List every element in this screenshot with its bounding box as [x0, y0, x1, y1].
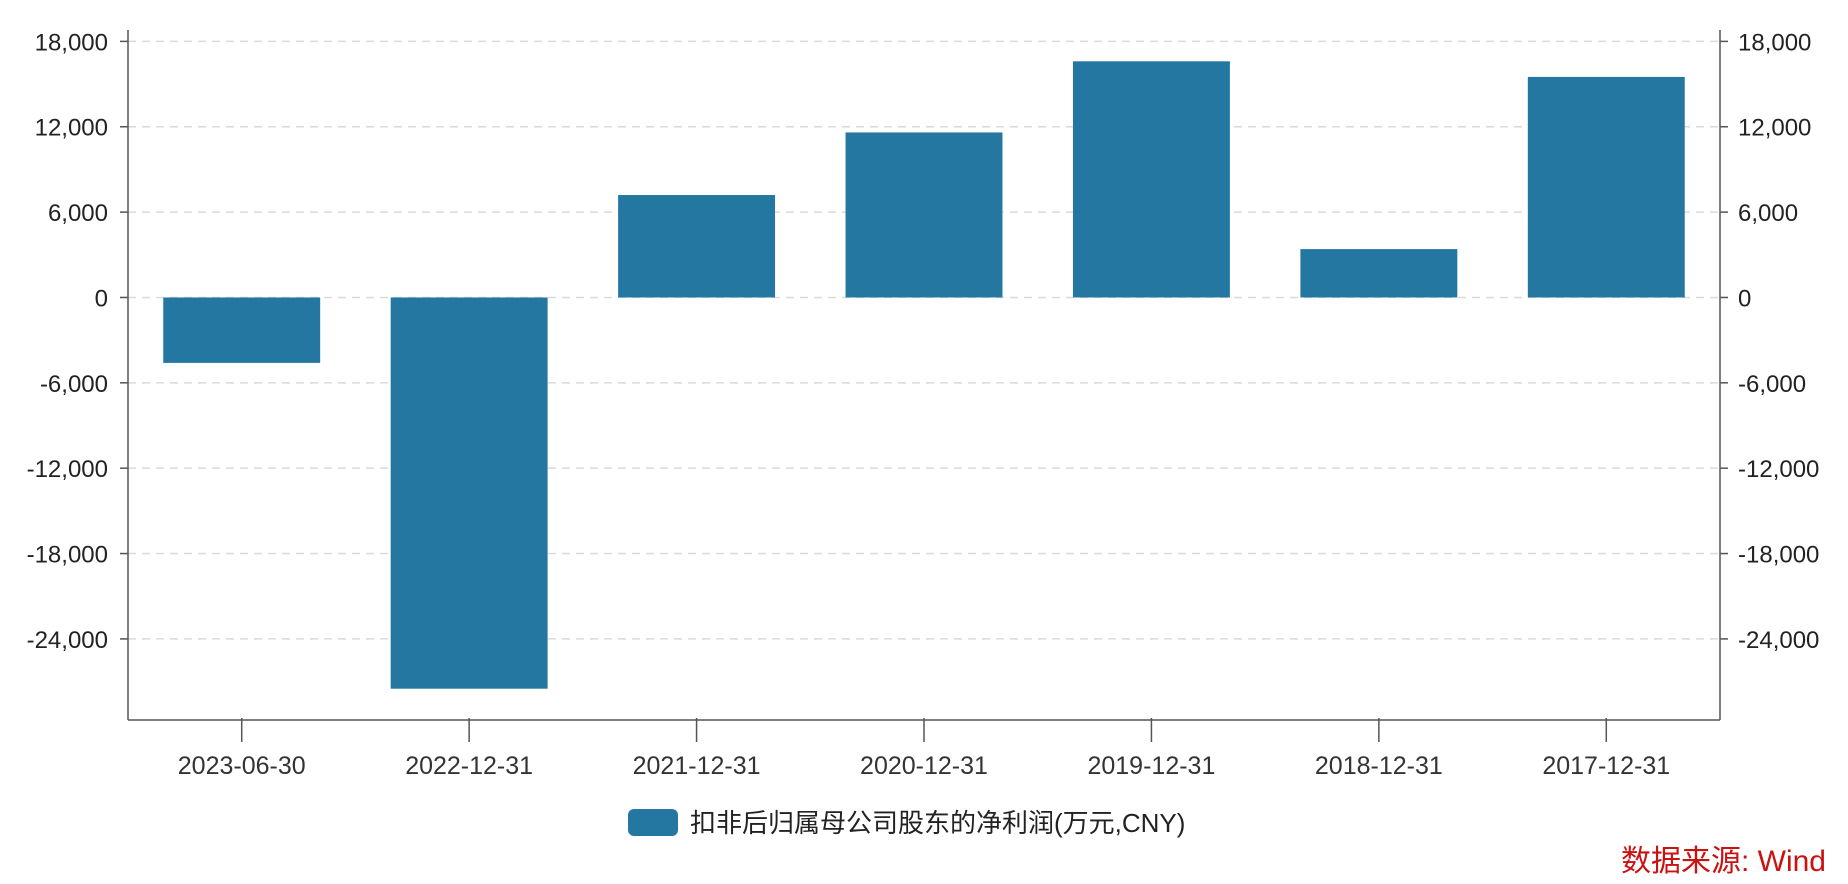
legend-label: 扣非后归属母公司股东的净利润(万元,CNY) [690, 808, 1185, 838]
ytick-label-left-1: 12,000 [35, 115, 108, 142]
xtick-label-4: 2019-12-31 [1087, 752, 1215, 780]
xtick-label-2: 2021-12-31 [633, 752, 761, 780]
ytick-label-right-2: 6,000 [1738, 200, 1798, 227]
bar-2023-06-30 [163, 297, 321, 363]
bars [163, 61, 1685, 689]
xtick-label-6: 2017-12-31 [1542, 752, 1670, 780]
bar-2020-12-31 [845, 132, 1003, 298]
ytick-label-right-5: -12,000 [1738, 456, 1819, 483]
legend-swatch [628, 809, 678, 836]
ytick-label-left-2: 6,000 [48, 200, 108, 227]
bar-2021-12-31 [618, 195, 776, 298]
x-axis-ticks: 2023-06-30 2022-12-31 2021-12-31 2020-12-31… [178, 718, 1670, 780]
ytick-label-left-4: -6,000 [40, 371, 108, 398]
ytick-label-right-3: 0 [1738, 285, 1751, 312]
ytick-label-right-7: -24,000 [1738, 627, 1819, 654]
xtick-label-1: 2022-12-31 [405, 752, 533, 780]
ytick-label-left-5: -12,000 [27, 456, 108, 483]
bar-2019-12-31 [1072, 61, 1230, 298]
ytick-label-left-6: -18,000 [27, 542, 108, 569]
y-axis-left-ticks: 18,000 12,000 6,000 0 -6,000 -12,000 -18,000 -2… [27, 29, 128, 654]
ytick-label-left-7: -24,000 [27, 627, 108, 654]
grid-lines [128, 40, 1720, 640]
bar-2018-12-31 [1300, 249, 1458, 298]
ytick-label-right-1: 12,000 [1738, 115, 1811, 142]
ytick-label-right-4: -6,000 [1738, 371, 1806, 398]
ytick-label-left-0: 18,000 [35, 29, 108, 56]
legend: 扣非后归属母公司股东的净利润(万元,CNY) [628, 808, 1185, 838]
ytick-label-right-6: -18,000 [1738, 542, 1819, 569]
ytick-label-left-3: 0 [95, 285, 108, 312]
y-axis-right-ticks: 18,000 12,000 6,000 0 -6,000 -12,000 -18,000 -2… [1720, 29, 1819, 654]
xtick-label-3: 2020-12-31 [860, 752, 988, 780]
bar-2022-12-31 [390, 297, 548, 689]
xtick-label-5: 2018-12-31 [1315, 752, 1443, 780]
xtick-label-0: 2023-06-30 [178, 752, 306, 780]
source-note: 数据来源: Wind [1620, 845, 1826, 878]
ytick-label-right-0: 18,000 [1738, 29, 1811, 56]
bar-2017-12-31 [1527, 76, 1685, 298]
